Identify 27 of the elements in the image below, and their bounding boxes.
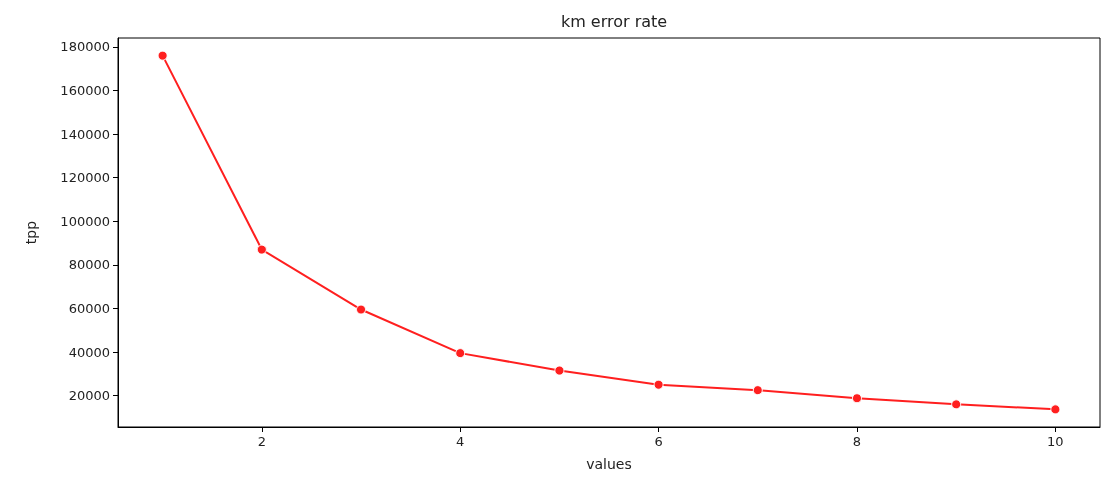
chart-title: km error rate [560, 11, 668, 31]
y-tick-label: 100000 [60, 213, 110, 229]
point [851, 393, 862, 404]
point [455, 348, 466, 359]
y-tick-label: 180000 [60, 39, 110, 55]
x-tick-label: 10 [1047, 434, 1064, 449]
x-tick-label: 4 [456, 434, 465, 449]
x-axis-title: values [586, 456, 632, 472]
point [256, 244, 267, 255]
x-tick-label: 8 [852, 434, 862, 449]
x-tick-label: 6 [654, 434, 663, 449]
point [951, 399, 962, 410]
y-tick-label: 60000 [68, 300, 110, 316]
y-tick-label: 40000 [68, 344, 110, 360]
point [554, 365, 565, 376]
y-tick-label: 120000 [60, 170, 110, 186]
point [1050, 404, 1061, 415]
point [157, 50, 168, 61]
y-tick-label: 140000 [60, 126, 110, 142]
point [752, 385, 763, 396]
y-tick-label: 80000 [68, 257, 110, 273]
y-tick-label: 20000 [68, 388, 110, 404]
y-tick-label: 160000 [60, 83, 110, 99]
point [653, 379, 664, 390]
y-axis-title: tpp [23, 220, 39, 245]
point [356, 304, 367, 315]
x-tick-label: 2 [257, 434, 266, 449]
